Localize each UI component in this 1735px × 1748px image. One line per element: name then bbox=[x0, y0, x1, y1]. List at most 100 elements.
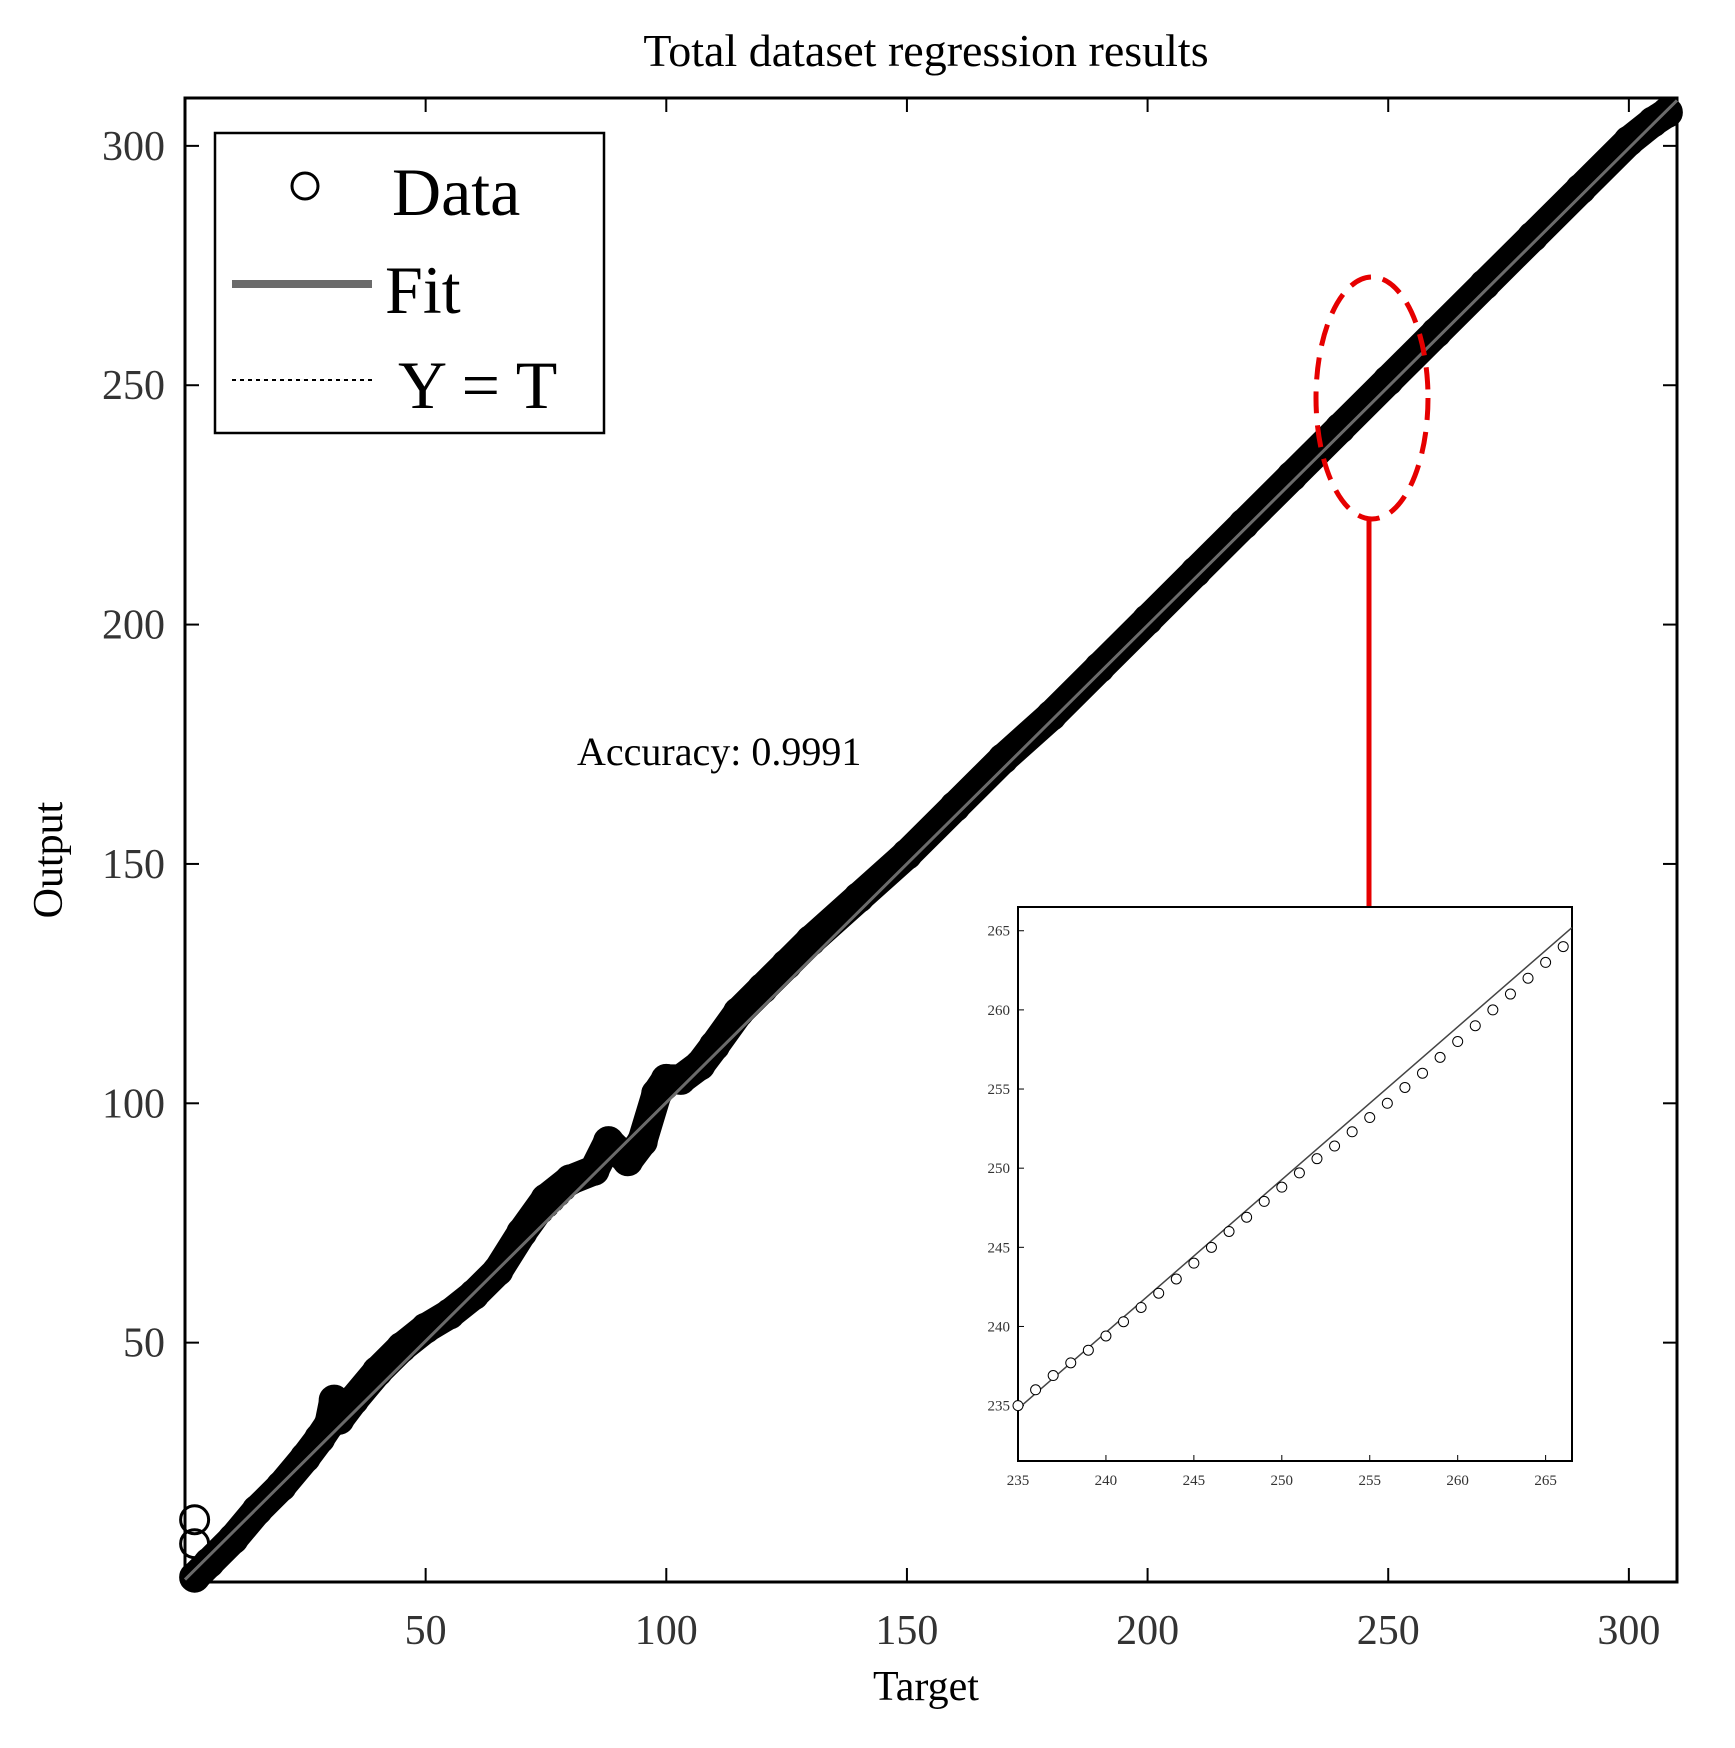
legend-data-marker bbox=[290, 171, 320, 201]
inset-data-point bbox=[1118, 1316, 1130, 1328]
main-axis-ticks: 50 100 150 200 250 300 50 100 150 200 250 300 bbox=[102, 98, 1677, 1654]
inset-fit-line bbox=[1017, 927, 1573, 1410]
data-point bbox=[1651, 96, 1683, 128]
data-point bbox=[318, 1384, 350, 1416]
inset-data-point bbox=[1153, 1287, 1165, 1299]
inset-y-tick-label: 235 bbox=[988, 1399, 1011, 1415]
inset-data-point bbox=[1258, 1195, 1270, 1207]
data-outlier-point bbox=[179, 1528, 211, 1560]
inset-data-point bbox=[1469, 1020, 1481, 1032]
data-point bbox=[578, 1154, 610, 1186]
inset-data-point bbox=[1223, 1225, 1235, 1237]
data-point bbox=[698, 1030, 730, 1062]
data-point bbox=[1035, 700, 1067, 732]
data-point bbox=[1228, 508, 1260, 540]
y-tick-label: 150 bbox=[102, 842, 165, 888]
inset-data-point bbox=[1434, 1051, 1446, 1063]
data-point bbox=[1324, 412, 1356, 444]
inset-x-tick-label: 250 bbox=[1271, 1473, 1294, 1489]
data-point bbox=[530, 1183, 562, 1215]
legend-fit-label: Fit bbox=[385, 252, 461, 328]
inset-data-point bbox=[1557, 941, 1569, 953]
data-point bbox=[1083, 652, 1115, 684]
main-series bbox=[179, 96, 1683, 1593]
x-axis-label: Target bbox=[873, 1664, 979, 1710]
inset-y-tick-label: 265 bbox=[988, 924, 1011, 940]
inset-data-point bbox=[1065, 1357, 1077, 1369]
inset-x-tick-label: 255 bbox=[1358, 1473, 1381, 1489]
inset-data-point bbox=[1346, 1126, 1358, 1138]
inset-data-point bbox=[1047, 1370, 1059, 1382]
data-point bbox=[458, 1279, 490, 1311]
inset-data-point bbox=[1311, 1153, 1323, 1165]
inset-y-tick-label: 260 bbox=[988, 1003, 1011, 1019]
inset-data-point bbox=[1241, 1211, 1253, 1223]
inset-data-point bbox=[1540, 956, 1552, 968]
inset-data-point bbox=[1100, 1330, 1112, 1342]
legend-yt-label: Y = T bbox=[398, 347, 557, 423]
inset-x-tick-label: 245 bbox=[1183, 1473, 1206, 1489]
inset-data-point bbox=[1276, 1181, 1288, 1193]
data-point bbox=[987, 743, 1019, 775]
inset-data-point bbox=[1329, 1140, 1341, 1152]
inset-plot-area bbox=[1017, 906, 1573, 1462]
data-point bbox=[1468, 269, 1500, 301]
data-point bbox=[593, 1126, 625, 1158]
inset-data-point bbox=[1188, 1257, 1200, 1269]
inset-data-point bbox=[1170, 1273, 1182, 1285]
y-tick-label: 200 bbox=[102, 603, 165, 649]
data-point bbox=[386, 1331, 418, 1363]
data-point bbox=[747, 972, 779, 1004]
inset-data-point bbox=[1504, 988, 1516, 1000]
inset-data-point bbox=[1381, 1097, 1393, 1109]
data-outlier-point bbox=[179, 1504, 211, 1536]
inset-data-point bbox=[1293, 1167, 1305, 1179]
y-tick-label: 300 bbox=[102, 124, 165, 170]
data-point bbox=[362, 1355, 394, 1387]
inset-series bbox=[1012, 927, 1573, 1412]
data-point bbox=[650, 1063, 682, 1095]
data-point bbox=[1276, 460, 1308, 492]
data-point bbox=[891, 838, 923, 870]
chart-title: Total dataset regression results bbox=[643, 25, 1208, 76]
data-point bbox=[265, 1470, 297, 1502]
inset-data-point bbox=[1030, 1384, 1042, 1396]
fit-line bbox=[183, 99, 1679, 1581]
inset-y-tick-label: 255 bbox=[988, 1082, 1011, 1098]
inset-y-tick-label: 245 bbox=[988, 1240, 1011, 1256]
zoom-highlight-ellipse bbox=[1313, 274, 1431, 522]
data-point bbox=[1372, 364, 1404, 396]
data-point bbox=[1613, 125, 1645, 157]
inset-x-tick-label: 260 bbox=[1446, 1473, 1469, 1489]
inset-data-point bbox=[1452, 1036, 1464, 1048]
data-point bbox=[1180, 556, 1212, 588]
data-point bbox=[482, 1255, 514, 1287]
inset-x-tick-label: 240 bbox=[1095, 1473, 1118, 1489]
data-point bbox=[1420, 317, 1452, 349]
x-tick-label: 100 bbox=[635, 1608, 698, 1654]
y-tick-label: 100 bbox=[102, 1081, 165, 1127]
data-point bbox=[771, 948, 803, 980]
inset-data-point bbox=[1487, 1004, 1499, 1016]
y-axis-label: Output bbox=[26, 801, 72, 918]
inset-y-tick-label: 250 bbox=[988, 1161, 1011, 1177]
inset-data-point bbox=[1205, 1241, 1217, 1253]
inset-data-point bbox=[1012, 1400, 1024, 1412]
x-tick-label: 50 bbox=[405, 1608, 447, 1654]
data-point bbox=[1565, 173, 1597, 205]
inset-data-point bbox=[1364, 1112, 1376, 1124]
y-tick-label: 250 bbox=[102, 363, 165, 409]
data-point bbox=[722, 996, 754, 1028]
data-point bbox=[217, 1523, 249, 1555]
inset-data-point bbox=[1082, 1344, 1094, 1356]
inset-data-point bbox=[1399, 1081, 1411, 1093]
inset-data-point bbox=[1522, 972, 1534, 984]
inset-data-point bbox=[1417, 1067, 1429, 1079]
data-point bbox=[939, 790, 971, 822]
data-point bbox=[241, 1494, 273, 1526]
inset-data-point bbox=[1135, 1301, 1147, 1313]
x-tick-label: 250 bbox=[1357, 1608, 1420, 1654]
data-point bbox=[795, 925, 827, 957]
inset-x-tick-label: 235 bbox=[1007, 1473, 1030, 1489]
x-tick-label: 150 bbox=[875, 1608, 938, 1654]
